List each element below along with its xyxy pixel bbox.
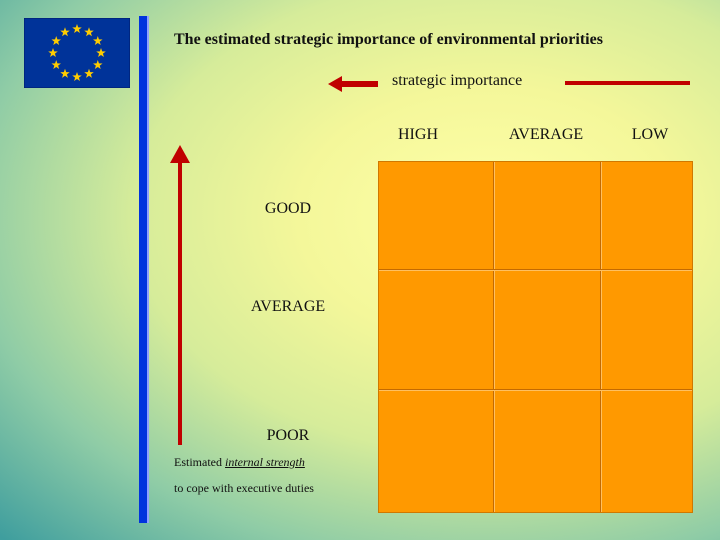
up-arrow-icon	[170, 145, 190, 445]
executive-duties-label: to cope with executive duties	[174, 481, 314, 495]
column-header-high: HIGH	[398, 126, 438, 143]
matrix-cell-good-low	[601, 162, 692, 269]
matrix-divider-v2	[600, 162, 601, 512]
row-label-average: AVERAGE	[250, 298, 326, 315]
left-arrow-icon	[328, 76, 378, 92]
matrix-cell-good-average	[494, 162, 600, 269]
priority-matrix	[378, 161, 693, 513]
vertical-divider-bar	[139, 16, 149, 523]
eu-star-icon	[60, 68, 70, 78]
eu-star-icon	[96, 48, 106, 58]
matrix-cell-average-high	[379, 270, 493, 389]
matrix-cell-average-low	[601, 270, 692, 389]
internal-strength-emphasis: internal strength	[225, 455, 305, 469]
matrix-cell-average-average	[494, 270, 600, 389]
matrix-cell-poor-average	[494, 390, 600, 512]
matrix-divider-h2	[379, 389, 692, 390]
eu-star-icon	[72, 24, 82, 34]
internal-strength-label: Estimated internal strength	[174, 455, 305, 470]
eu-star-icon	[72, 72, 82, 82]
column-header-low: LOW	[631, 126, 669, 143]
matrix-cell-good-high	[379, 162, 493, 269]
row-label-poor: POOR	[266, 427, 310, 444]
matrix-divider-h1	[379, 269, 692, 270]
strategic-importance-label: strategic importance	[392, 72, 523, 89]
eu-star-icon	[84, 27, 94, 37]
column-header-average: AVERAGE	[508, 126, 584, 143]
eu-star-icon	[48, 48, 58, 58]
matrix-divider-v1	[493, 162, 494, 512]
eu-star-icon	[51, 36, 61, 46]
eu-star-icon	[84, 68, 94, 78]
eu-star-icon	[93, 36, 103, 46]
matrix-cell-poor-low	[601, 390, 692, 512]
eu-star-icon	[51, 60, 61, 70]
matrix-cell-poor-high	[379, 390, 493, 512]
internal-strength-prefix: Estimated	[174, 455, 225, 469]
eu-star-icon	[60, 27, 70, 37]
eu-flag-icon	[24, 18, 130, 88]
eu-star-icon	[93, 60, 103, 70]
row-label-good: GOOD	[264, 200, 312, 217]
page-title: The estimated strategic importance of en…	[174, 31, 603, 48]
strategic-importance-line	[565, 81, 690, 85]
